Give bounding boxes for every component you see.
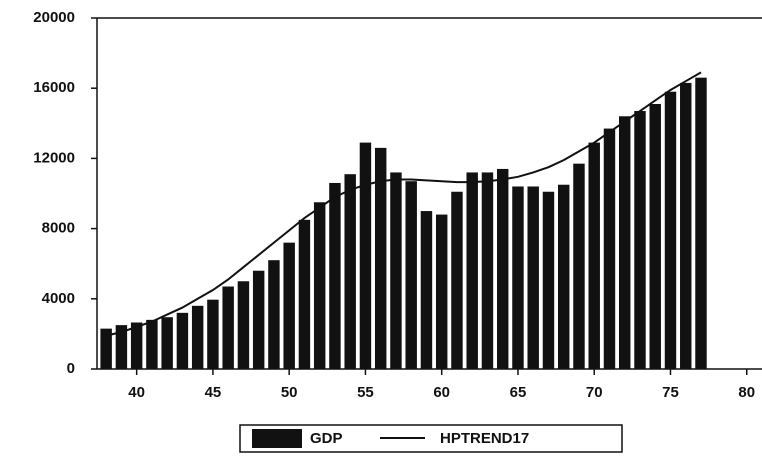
bar	[252, 270, 265, 369]
bar	[298, 219, 311, 369]
bar	[527, 186, 539, 369]
bar	[435, 214, 448, 369]
bar	[603, 128, 616, 369]
y-tick-label: 4000	[42, 290, 75, 307]
bar	[146, 319, 158, 369]
legend-swatch	[252, 429, 302, 448]
bar	[496, 168, 509, 369]
bar	[573, 163, 585, 369]
bar	[619, 116, 631, 369]
bar	[329, 182, 341, 369]
bar	[268, 260, 280, 369]
x-tick-label: 50	[281, 384, 298, 401]
bar	[390, 172, 402, 369]
bar	[191, 305, 204, 369]
bar	[130, 322, 143, 369]
bar	[313, 202, 326, 369]
trend-line	[105, 71, 702, 337]
bar	[649, 103, 661, 370]
x-tick-label: 45	[205, 384, 222, 401]
bar	[558, 184, 570, 369]
x-tick-label: 70	[586, 384, 603, 401]
bar	[466, 172, 478, 369]
bar	[237, 281, 250, 369]
bar	[283, 242, 295, 369]
x-tick-label: 65	[510, 384, 527, 401]
bar	[161, 317, 173, 369]
bar	[207, 299, 219, 369]
legend-label: GDP	[310, 430, 343, 447]
bar	[100, 328, 112, 369]
y-tick-label: 8000	[42, 220, 75, 237]
bar	[512, 186, 524, 369]
legend-label: HPTREND17	[440, 430, 529, 447]
bar	[420, 211, 433, 369]
bar	[359, 142, 372, 369]
bar	[115, 325, 128, 369]
bar	[222, 286, 234, 369]
bar	[405, 181, 417, 369]
bar	[634, 111, 646, 369]
x-tick-label: 75	[662, 384, 679, 401]
bar	[588, 142, 600, 369]
y-tick-label: 12000	[33, 149, 75, 166]
bar	[481, 172, 494, 369]
y-tick-label: 16000	[33, 79, 75, 96]
bar	[374, 147, 387, 369]
y-tick-label: 0	[67, 360, 75, 377]
bar	[344, 174, 356, 369]
bar	[176, 312, 189, 369]
x-tick-label: 55	[357, 384, 374, 401]
bar	[695, 77, 707, 370]
y-tick-label: 20000	[33, 9, 75, 26]
bar	[664, 91, 677, 370]
legend-box	[239, 424, 623, 453]
bar	[680, 82, 692, 369]
bar	[451, 191, 463, 369]
x-tick-label: 40	[128, 384, 145, 401]
bar	[542, 191, 555, 369]
x-tick-label: 60	[433, 384, 450, 401]
x-tick-label: 80	[738, 384, 755, 401]
